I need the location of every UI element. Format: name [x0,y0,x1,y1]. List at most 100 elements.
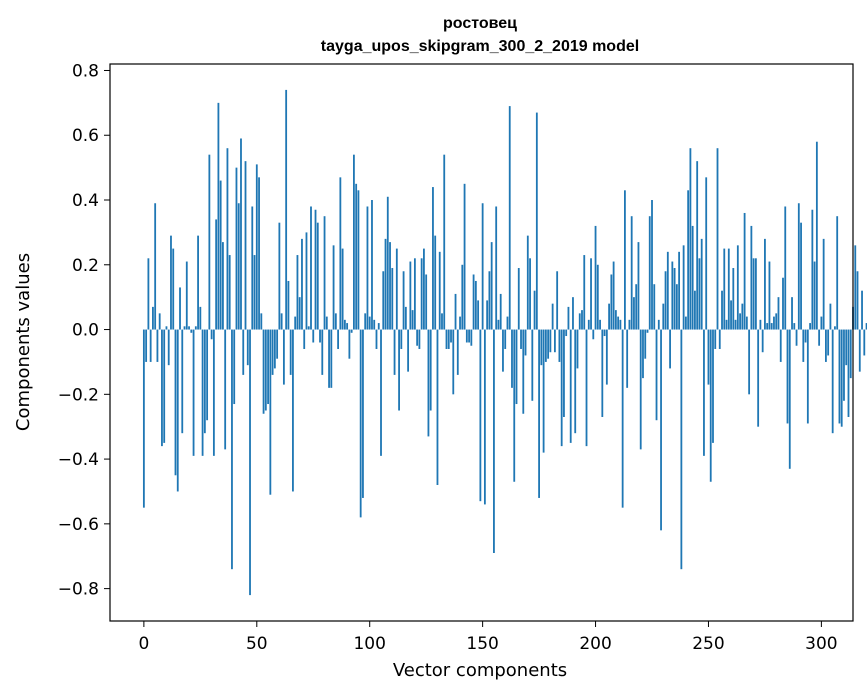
bar-189 [569,329,572,443]
bar-131 [438,251,441,330]
bar-246 [698,258,701,330]
bar-145 [470,329,473,346]
bar-52 [260,313,263,330]
bar-250 [707,329,710,385]
bar-10 [165,326,168,330]
bar-121 [416,329,419,346]
bar-56 [269,329,272,495]
bar-59 [276,329,279,359]
bar-204 [603,329,606,337]
y-tick-label: 0.0 [72,321,99,341]
bar-72 [305,232,308,330]
bar-113 [398,329,400,411]
bar-42 [237,203,240,330]
bar-0 [142,329,145,508]
bar-257 [723,248,726,330]
bar-221 [642,329,644,379]
bar-115 [402,271,405,330]
bar-136 [450,329,452,343]
bar-73 [307,326,310,330]
bar-101 [371,200,373,330]
bar-25 [199,306,202,330]
bar-297 [813,261,816,330]
bar-48 [251,206,254,330]
bar-129 [434,235,437,330]
bar-261 [732,268,735,330]
bar-253 [714,329,717,349]
bar-173 [533,290,536,330]
bar-203 [601,329,604,417]
bar-179 [547,329,550,359]
bar-172 [531,329,534,401]
bar-157 [497,319,500,330]
bar-209 [614,310,617,330]
bar-220 [639,329,642,450]
bar-125 [425,274,428,330]
bar-235 [673,268,676,330]
bar-117 [407,329,410,372]
bar-176 [540,329,543,366]
bar-277 [768,261,771,330]
bar-116 [404,306,407,330]
bar-263 [736,245,739,330]
bar-86 [337,329,339,349]
bar-180 [549,329,552,353]
bar-127 [429,329,432,411]
bar-67 [294,316,297,330]
bar-4 [152,306,154,330]
bar-273 [759,319,762,330]
bar-66 [292,329,294,492]
bar-318 [861,290,863,330]
bar-194 [581,310,583,330]
bar-43 [240,138,242,330]
bar-87 [339,177,342,330]
bar-167 [520,329,522,349]
bar-299 [818,329,821,346]
bar-79 [321,329,324,375]
bar-300 [820,316,823,330]
bar-63 [285,89,288,330]
bar-99 [366,206,369,330]
bar-19 [185,261,188,330]
bar-88 [341,248,344,330]
bar-137 [452,329,455,395]
bar-44 [242,329,245,375]
bar-245 [696,161,699,330]
bar-162 [508,106,511,330]
bar-229 [660,329,662,531]
bar-156 [495,206,498,330]
bars-group [142,89,867,596]
bar-210 [617,316,620,330]
bar-214 [626,329,629,388]
bar-247 [700,238,703,330]
bar-47 [249,329,251,596]
bar-112 [395,248,398,330]
bar-34 [219,180,222,330]
bar-58 [273,329,276,369]
bar-278 [770,323,773,330]
bar-122 [418,329,421,349]
bar-223 [646,329,649,333]
bar-222 [644,329,647,359]
bar-30 [210,329,213,340]
bar-1 [145,329,148,362]
bar-218 [635,284,638,330]
bar-216 [630,216,633,330]
bar-319 [863,329,866,356]
bar-233 [669,329,671,369]
bar-174 [535,112,538,330]
bar-309 [840,329,843,427]
bar-55 [267,329,269,405]
bar-185 [560,329,563,447]
bar-192 [576,329,579,369]
bar-105 [380,329,382,456]
bar-202 [599,319,601,330]
bar-217 [633,297,635,330]
bar-18 [183,326,186,330]
bar-39 [231,329,233,570]
y-axis-label: Components values [13,253,34,431]
bar-140 [459,316,461,330]
bar-57 [271,329,274,375]
bar-315 [854,245,857,330]
bar-266 [743,212,746,330]
